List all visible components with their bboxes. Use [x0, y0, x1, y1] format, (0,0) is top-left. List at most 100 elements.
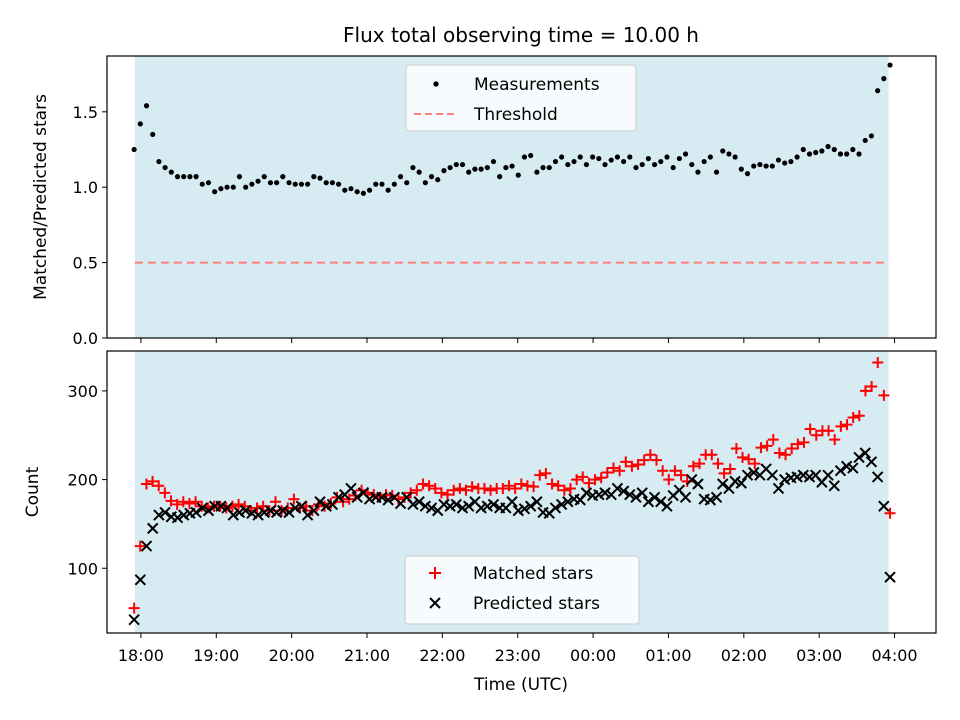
ratio-y-axis-label: Matched/Predicted stars	[31, 94, 51, 300]
predicted-star-point	[865, 456, 878, 468]
matched-star-point	[589, 474, 601, 486]
measurement-point	[249, 181, 255, 187]
measurement-point	[540, 164, 546, 171]
predicted-star-point	[624, 488, 636, 501]
measurement-point	[323, 180, 329, 186]
predicted-star-point	[227, 509, 239, 521]
predicted-star-point	[345, 482, 357, 495]
matched-star-point	[288, 493, 300, 505]
predicted-star-point	[171, 512, 184, 524]
predicted-star-point	[202, 504, 215, 517]
matched-star-point	[712, 458, 724, 470]
measurement-point	[453, 161, 459, 168]
predicted-star-point	[735, 477, 748, 489]
ratio-axes-frame	[106, 55, 937, 339]
predicted-star-point	[332, 491, 345, 504]
measurement-point	[757, 161, 763, 168]
measurement-point	[794, 154, 800, 160]
measurement-point	[651, 161, 658, 168]
measurement-point	[459, 161, 466, 168]
measurement-point	[267, 180, 274, 186]
measurement-point	[769, 163, 775, 169]
measurement-point	[478, 166, 484, 172]
predicted-star-point	[487, 498, 500, 511]
matched-star-point	[423, 480, 435, 492]
measurement-point	[243, 184, 249, 190]
measurement-point	[131, 146, 137, 153]
measurement-point	[143, 103, 150, 109]
measurement-point	[571, 158, 577, 165]
measurement-points	[131, 62, 893, 196]
predicted-star-point	[859, 447, 871, 459]
measurement-point	[137, 121, 143, 127]
matched-star-point	[552, 480, 564, 492]
predicted-star-point	[140, 540, 153, 552]
matched-star-point	[165, 495, 177, 507]
matched-star-point	[859, 385, 871, 397]
measurement-point	[416, 169, 422, 175]
matched-star-point	[269, 496, 281, 508]
measurement-point	[168, 169, 174, 175]
measurement-point	[720, 148, 726, 154]
measurement-point	[751, 163, 757, 169]
predicted-star-point	[283, 506, 295, 519]
predicted-star-point	[772, 482, 785, 495]
measurement-point	[627, 154, 633, 160]
measurement-point	[850, 146, 856, 153]
predicted-star-point	[847, 462, 859, 474]
predicted-star-point	[506, 496, 518, 508]
matched-star-point	[878, 389, 890, 401]
predicted-star-point	[524, 500, 537, 512]
ratio-x-ticks	[140, 338, 896, 343]
y-tick-label: 300	[67, 382, 98, 401]
matched-star-point	[755, 442, 767, 454]
matched-star-point	[847, 412, 859, 424]
matched-star-point	[546, 478, 558, 490]
measurement-point	[645, 155, 651, 162]
predicted-star-point	[134, 574, 147, 586]
measurement-point	[528, 152, 534, 159]
count-x-ticks: 18:00 19:00 20:00 21:00 22:00 23:00 00:00 01:00…	[118, 633, 918, 665]
measurement-point	[156, 158, 162, 165]
matched-star-point	[724, 463, 736, 475]
matched-star-point	[663, 474, 675, 486]
matched-star-point	[798, 436, 810, 448]
measurement-point	[732, 154, 738, 160]
measurement-point	[230, 184, 236, 190]
count-y-axis-label: Count	[23, 466, 43, 517]
predicted-star-point	[562, 496, 574, 508]
predicted-star-point	[314, 496, 326, 508]
predicted-star-point	[834, 465, 847, 477]
matched-star-point	[171, 498, 183, 510]
measurement-point	[199, 181, 205, 187]
measurement-point	[441, 168, 447, 174]
measurement-point	[342, 187, 348, 193]
measurement-point	[286, 180, 292, 186]
measurement-point	[844, 151, 850, 157]
measurement-point	[422, 180, 428, 186]
matched-star-point	[466, 481, 478, 493]
count-y-ticks: 100 200 300	[67, 382, 107, 578]
matched-star-point	[620, 456, 632, 468]
matched-star-point	[454, 482, 466, 494]
predicted-star-point	[159, 506, 171, 519]
measurement-point	[633, 164, 639, 171]
measurement-point	[181, 174, 187, 180]
predicted-star-point	[555, 498, 568, 511]
measurement-point	[664, 154, 670, 160]
measurements-legend-label: Measurements	[474, 75, 600, 95]
matched-star-point	[743, 453, 755, 465]
predicted-star-point	[828, 480, 840, 492]
matched-star-point	[540, 467, 552, 479]
predicted-legend-label: Predicted stars	[473, 594, 600, 614]
measurement-point	[187, 174, 193, 180]
measurement-point	[583, 161, 590, 168]
measurement-point	[193, 174, 199, 180]
measurement-point	[695, 169, 701, 175]
measurement-point	[614, 154, 621, 160]
x-tick-label: 18:00	[118, 646, 164, 665]
predicted-star-point	[407, 498, 419, 511]
measurement-point	[887, 62, 893, 68]
matched-legend-marker	[429, 567, 441, 579]
